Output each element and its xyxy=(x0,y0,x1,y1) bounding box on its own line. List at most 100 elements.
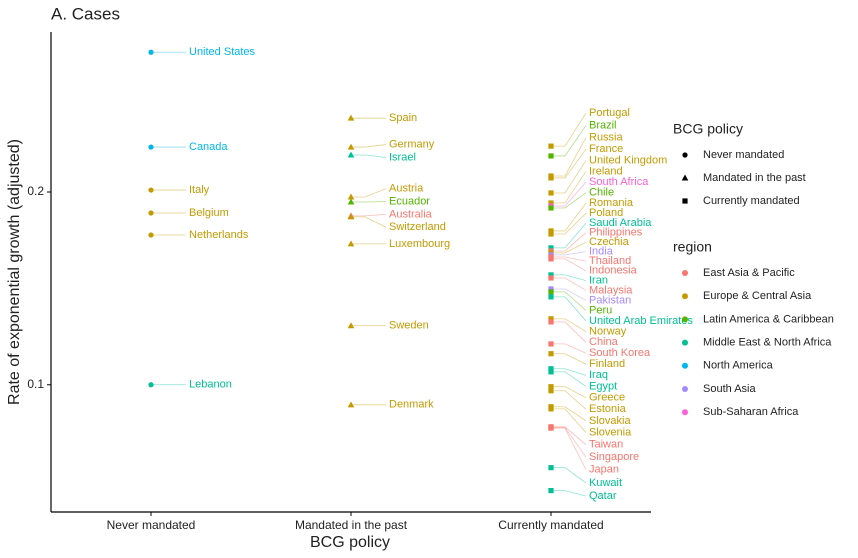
label-connector xyxy=(551,467,587,484)
data-point xyxy=(347,143,355,150)
legend-label: Sub-Saharan Africa xyxy=(703,406,799,418)
x-tick-label: Never mandated xyxy=(107,518,196,532)
data-point xyxy=(548,425,554,431)
point-label: Saudi Arabia xyxy=(589,217,652,229)
label-connector xyxy=(551,386,587,399)
data-point xyxy=(148,144,154,150)
legend-symbol xyxy=(682,362,688,369)
label-connector xyxy=(551,390,587,410)
data-point xyxy=(548,228,554,234)
data-point xyxy=(548,384,554,390)
point-label: Brazil xyxy=(589,119,617,131)
label-connector xyxy=(551,408,587,433)
label-connector xyxy=(351,188,387,198)
label-connector xyxy=(351,144,387,148)
legend-symbol xyxy=(682,386,688,392)
data-point xyxy=(548,275,554,281)
point-label: United Kingdom xyxy=(589,154,667,166)
shape-legend-title: BCG policy xyxy=(673,121,743,137)
label-connector xyxy=(551,202,587,232)
data-point xyxy=(548,351,554,357)
point-label: Ecuador xyxy=(389,195,430,207)
point-label: Spain xyxy=(389,112,417,124)
label-connector xyxy=(551,318,587,332)
label-connector xyxy=(351,213,387,217)
data-point xyxy=(548,245,554,251)
data-point xyxy=(347,322,355,329)
data-point xyxy=(347,198,355,205)
point-label: Philippines xyxy=(589,227,643,239)
color-legend-title: region xyxy=(673,239,712,255)
legend-symbol xyxy=(682,152,688,158)
point-label: Slovakia xyxy=(589,415,631,427)
point-label: United Arab Emirates xyxy=(589,315,693,327)
legend-symbol xyxy=(682,316,688,323)
label-connector xyxy=(551,371,587,387)
point-label: India xyxy=(589,246,614,258)
data-point xyxy=(548,341,554,347)
label-connector xyxy=(351,154,387,158)
data-point xyxy=(548,190,554,196)
point-label: Iran xyxy=(589,275,608,287)
data-point xyxy=(347,240,355,247)
point-label: Peru xyxy=(589,304,612,316)
legend-symbol xyxy=(682,339,688,346)
point-label: Australia xyxy=(389,208,433,220)
y-tick-label: 0.2 xyxy=(27,184,44,198)
legend-symbol xyxy=(682,293,688,300)
chart-title: A. Cases xyxy=(51,4,120,23)
data-point xyxy=(548,256,554,262)
data-point xyxy=(548,294,554,300)
point-label: Switzerland xyxy=(389,221,446,233)
label-connector xyxy=(551,274,587,281)
point-label: Romania xyxy=(589,197,634,209)
point-label: Malaysia xyxy=(589,284,633,296)
data-point xyxy=(548,200,554,206)
legend-label: North America xyxy=(703,360,774,372)
label-connector xyxy=(551,192,587,209)
data-point xyxy=(548,175,554,181)
legend-label: Never mandated xyxy=(703,149,784,161)
point-label: Greece xyxy=(589,392,625,404)
label-connector xyxy=(551,258,587,272)
legend-label: Europe & Central Asia xyxy=(703,290,812,302)
legend-symbol xyxy=(681,174,689,181)
data-point xyxy=(347,213,355,220)
label-connector xyxy=(551,212,587,235)
x-tick-label: Currently mandated xyxy=(498,518,603,532)
data-point xyxy=(548,286,554,292)
label-connector xyxy=(551,241,587,254)
legend-label: Latin America & Caribbean xyxy=(703,313,834,325)
label-connector xyxy=(551,277,587,291)
label-connector xyxy=(551,137,587,177)
label-connector xyxy=(551,232,587,252)
label-connector xyxy=(551,343,587,354)
label-connector xyxy=(551,222,587,249)
point-label: Slovenia xyxy=(589,427,632,439)
data-point xyxy=(347,193,355,200)
data-point xyxy=(148,382,154,388)
label-connector xyxy=(551,181,587,207)
data-point xyxy=(548,153,554,159)
label-connector xyxy=(551,427,587,458)
label-connector xyxy=(551,321,587,343)
point-label: Germany xyxy=(389,138,435,150)
label-connector xyxy=(551,148,587,179)
point-label: Taiwan xyxy=(589,439,623,451)
legend-label: South Asia xyxy=(703,383,756,395)
point-label: Poland xyxy=(589,207,623,219)
data-point xyxy=(548,406,554,412)
point-label: Belgium xyxy=(189,207,229,219)
point-label: Netherlands xyxy=(189,229,249,241)
legend-symbol xyxy=(682,409,688,416)
point-label: Russia xyxy=(589,131,624,143)
label-connector xyxy=(551,368,587,376)
point-label: Ireland xyxy=(589,165,623,177)
label-connector xyxy=(551,251,587,256)
data-point xyxy=(148,232,154,238)
point-label: France xyxy=(589,143,623,155)
point-label: Iraq xyxy=(589,369,608,381)
x-tick-label: Mandated in the past xyxy=(295,518,408,532)
point-label: Chile xyxy=(589,187,614,199)
point-label: Austria xyxy=(389,183,424,195)
